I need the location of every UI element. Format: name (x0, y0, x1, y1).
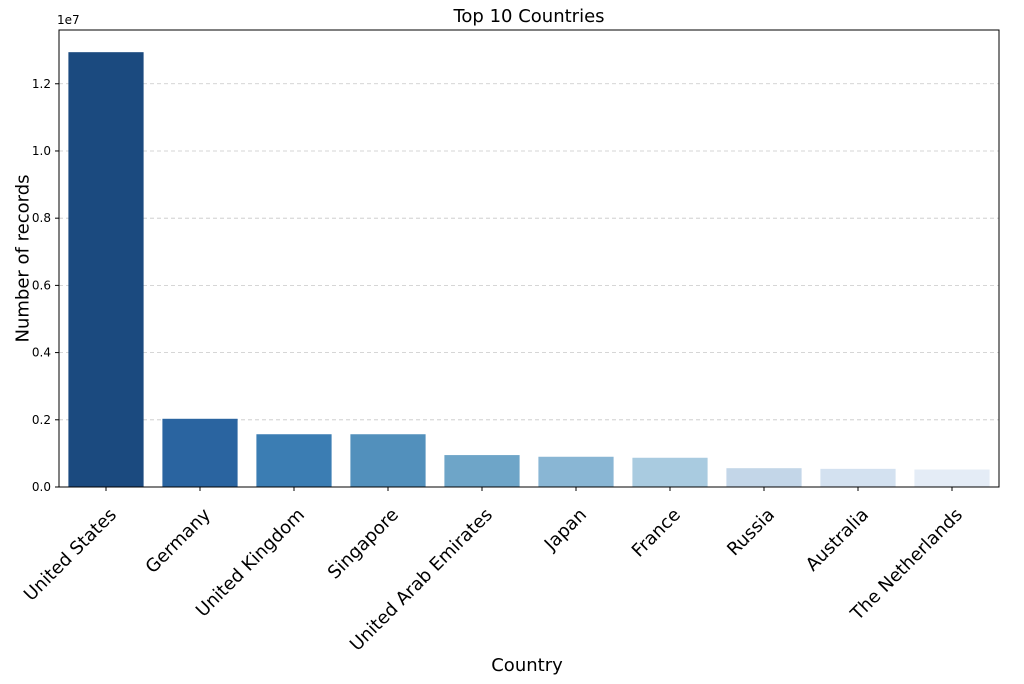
plot-frame (58, 29, 1000, 488)
y-tick-label: 1.0 (32, 144, 51, 158)
y-tick-label: 0.0 (32, 480, 51, 494)
x-tick-label: France (628, 504, 685, 561)
bar (444, 455, 520, 487)
bar (820, 468, 896, 487)
y-axis-ticks: 0.0 0.2 0.4 0.6 0.8 1.0 1.2 (32, 77, 59, 494)
y-tick-label: 0.2 (32, 413, 51, 427)
bars (68, 52, 990, 487)
bar (68, 52, 144, 487)
x-tick-label: United States (20, 504, 121, 605)
bar (632, 457, 708, 487)
y-axis-title: Number of records (12, 175, 33, 343)
y-tick-label: 0.8 (32, 211, 51, 225)
bar (256, 434, 332, 487)
x-tick-label: Germany (142, 504, 216, 578)
x-tick-label: Australia (802, 504, 873, 575)
gridlines (59, 83, 999, 421)
chart-title: Top 10 Countries (452, 6, 604, 27)
bar (726, 468, 802, 487)
y-axis-offset-label: 1e7 (57, 13, 80, 27)
bar (914, 469, 990, 487)
x-tick-label: Russia (723, 504, 779, 560)
y-tick-label: 0.6 (32, 278, 51, 292)
bar (538, 456, 614, 487)
x-tick-label: Singapore (324, 504, 403, 583)
x-tick-label: Japan (540, 504, 591, 555)
y-tick-label: 1.2 (32, 77, 51, 91)
y-tick-label: 0.4 (32, 346, 51, 360)
x-axis-title: Country (491, 655, 563, 676)
bar (350, 434, 426, 487)
bar (162, 418, 238, 487)
